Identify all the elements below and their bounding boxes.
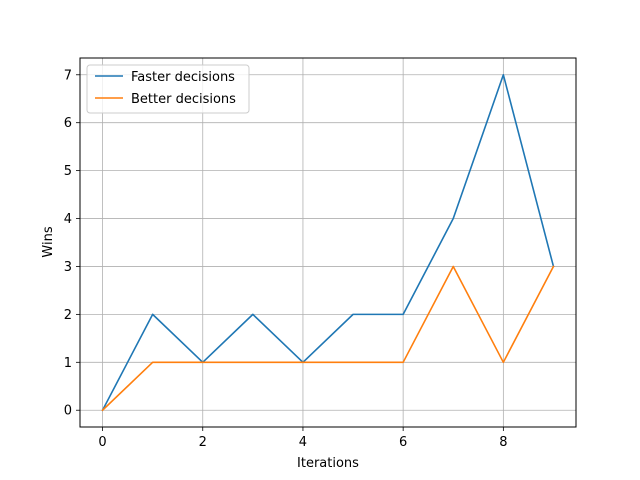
series-line-faster-decisions xyxy=(101,73,555,412)
x-tick-label: 0 xyxy=(98,435,106,450)
legend-box xyxy=(86,64,250,114)
series-lines xyxy=(101,73,555,412)
y-tick-label: 5 xyxy=(64,164,72,179)
x-axis-ticks: 0 2 4 6 8 xyxy=(98,427,507,450)
y-tick-label: 7 xyxy=(64,68,72,83)
legend-label-faster-decisions: Faster decisions xyxy=(131,70,235,85)
x-axis-title: Iterations xyxy=(297,456,359,471)
y-axis-ticks: 0 1 2 3 4 5 6 7 xyxy=(64,68,80,419)
y-tick-label: 1 xyxy=(64,356,72,371)
y-tick-label: 3 xyxy=(64,260,72,275)
y-tick-label: 4 xyxy=(64,212,72,227)
legend: Faster decisions Better decisions xyxy=(86,64,250,114)
y-axis-title: Wins xyxy=(41,226,56,257)
x-tick-label: 6 xyxy=(399,435,407,450)
y-tick-label: 0 xyxy=(64,404,72,419)
x-tick-label: 2 xyxy=(199,435,207,450)
y-tick-label: 2 xyxy=(64,308,72,323)
x-tick-label: 8 xyxy=(499,435,507,450)
y-tick-label: 6 xyxy=(64,116,72,131)
grid xyxy=(80,58,576,427)
legend-label-better-decisions: Better decisions xyxy=(131,92,236,107)
x-tick-label: 4 xyxy=(299,435,307,450)
series-line-better-decisions xyxy=(101,265,555,412)
plot-frame xyxy=(79,57,577,428)
